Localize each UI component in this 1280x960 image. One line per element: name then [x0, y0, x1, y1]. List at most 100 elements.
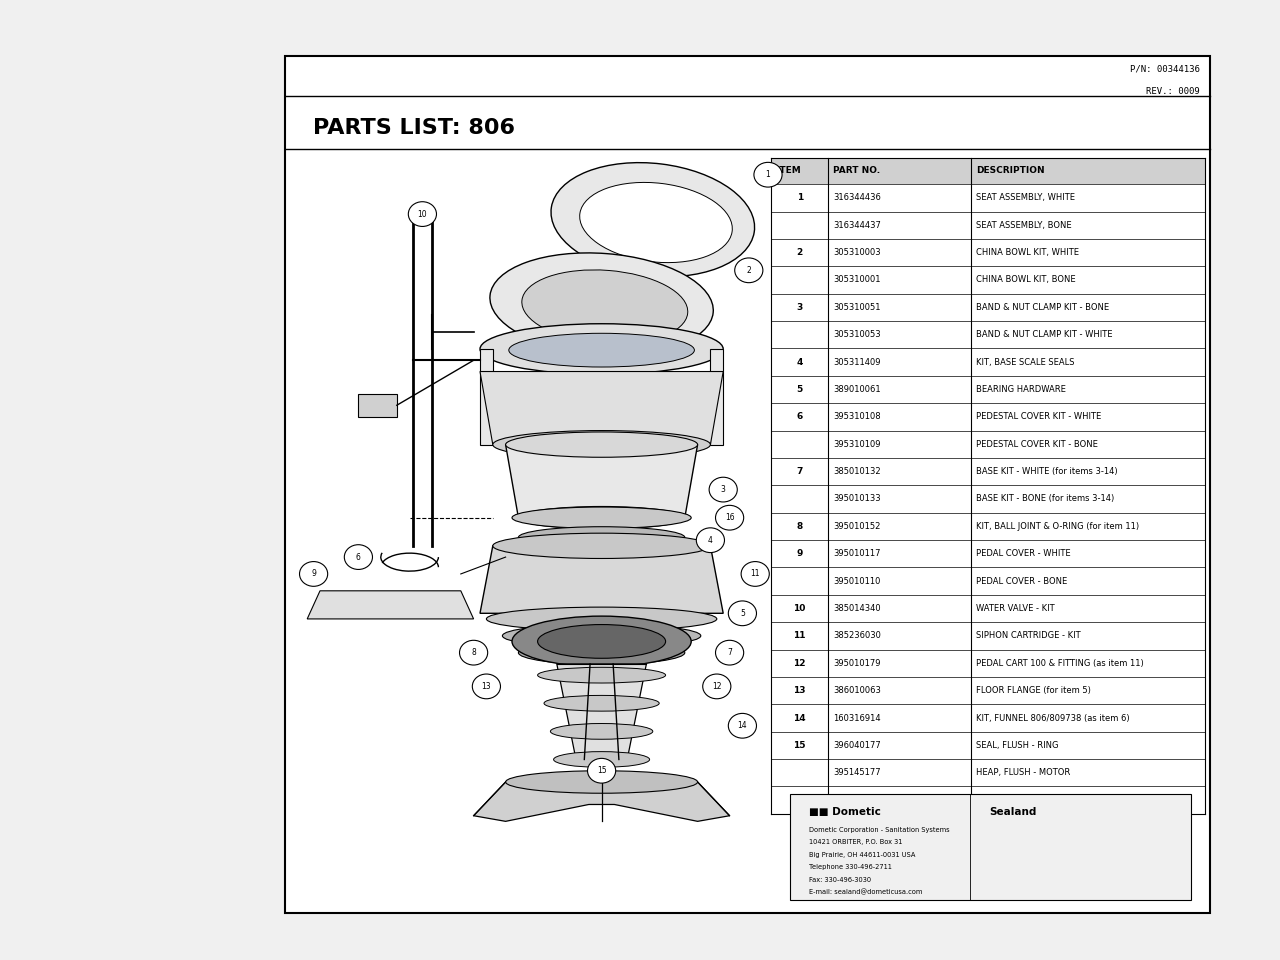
Text: 395010179: 395010179: [833, 659, 881, 668]
Text: PART NO.: PART NO.: [833, 166, 881, 176]
Text: 8: 8: [796, 522, 803, 531]
Text: WATER VALVE - KIT: WATER VALVE - KIT: [977, 604, 1055, 613]
Text: Telephone 330-496-2711: Telephone 330-496-2711: [809, 864, 892, 870]
Text: 385014340: 385014340: [833, 604, 881, 613]
Text: 389010061: 389010061: [833, 385, 881, 394]
Ellipse shape: [518, 507, 685, 529]
Text: ■■ Dometic: ■■ Dometic: [809, 806, 881, 817]
Polygon shape: [506, 444, 698, 517]
Text: 10: 10: [794, 604, 806, 613]
Text: 385236030: 385236030: [833, 632, 881, 640]
Text: SIPHON CARTRIDGE - KIT: SIPHON CARTRIDGE - KIT: [977, 632, 1080, 640]
Ellipse shape: [506, 432, 698, 457]
Ellipse shape: [512, 616, 691, 666]
Polygon shape: [710, 349, 723, 444]
Text: 4: 4: [708, 536, 713, 544]
Text: PEDAL COVER - BONE: PEDAL COVER - BONE: [977, 577, 1068, 586]
Text: E-mail: sealand@dometicusa.com: E-mail: sealand@dometicusa.com: [809, 889, 923, 896]
Text: 6: 6: [796, 413, 803, 421]
Polygon shape: [480, 349, 493, 444]
Text: PEDESTAL COVER KIT - WHITE: PEDESTAL COVER KIT - WHITE: [977, 413, 1101, 421]
Text: 316344436: 316344436: [833, 193, 881, 203]
Polygon shape: [557, 664, 646, 759]
Text: 7: 7: [727, 648, 732, 658]
Text: BASE KIT - WHITE (for items 3-14): BASE KIT - WHITE (for items 3-14): [977, 468, 1117, 476]
Text: SEAT ASSEMBLY, BONE: SEAT ASSEMBLY, BONE: [977, 221, 1071, 229]
Ellipse shape: [486, 607, 717, 631]
Text: PEDESTAL COVER KIT - BONE: PEDESTAL COVER KIT - BONE: [977, 440, 1098, 448]
Text: 14: 14: [794, 713, 806, 723]
Text: 16: 16: [794, 796, 806, 804]
Text: PARTS LIST: 806: PARTS LIST: 806: [314, 118, 516, 138]
Ellipse shape: [490, 252, 713, 355]
Circle shape: [696, 528, 724, 553]
Ellipse shape: [538, 667, 666, 683]
Ellipse shape: [550, 162, 755, 276]
Circle shape: [716, 505, 744, 530]
Text: 10: 10: [417, 209, 428, 219]
Ellipse shape: [506, 771, 698, 793]
Text: BAND & NUT CLAMP KIT - BONE: BAND & NUT CLAMP KIT - BONE: [977, 302, 1110, 312]
FancyBboxPatch shape: [284, 56, 1210, 913]
Circle shape: [754, 162, 782, 187]
Text: 8: 8: [471, 648, 476, 658]
Text: 305310051: 305310051: [833, 302, 881, 312]
Ellipse shape: [493, 533, 710, 559]
Text: 10421 ORBITER, P.O. Box 31: 10421 ORBITER, P.O. Box 31: [809, 839, 902, 846]
Text: BEARING HARDWARE: BEARING HARDWARE: [977, 385, 1066, 394]
Text: Fax: 330-496-3030: Fax: 330-496-3030: [809, 876, 872, 882]
Text: 4: 4: [796, 357, 803, 367]
Text: 395310109: 395310109: [833, 440, 881, 448]
Text: CHINA BOWL KIT, BONE: CHINA BOWL KIT, BONE: [977, 276, 1075, 284]
Text: 385010132: 385010132: [833, 468, 881, 476]
Text: 305310001: 305310001: [833, 276, 881, 284]
Bar: [771, 157, 1204, 184]
Ellipse shape: [518, 527, 685, 548]
Text: 305310053: 305310053: [833, 330, 881, 339]
Text: HEAP, FLUSH - MOTOR: HEAP, FLUSH - MOTOR: [977, 768, 1070, 778]
Text: 5: 5: [740, 609, 745, 618]
Text: 396040177: 396040177: [833, 741, 881, 750]
Text: FLOOR FLANGE (for item 5): FLOOR FLANGE (for item 5): [977, 686, 1091, 695]
Text: 13: 13: [794, 686, 806, 695]
Ellipse shape: [544, 695, 659, 711]
Circle shape: [709, 477, 737, 502]
Ellipse shape: [512, 507, 691, 528]
Text: P/N: 00344136: P/N: 00344136: [1130, 65, 1201, 74]
Polygon shape: [307, 590, 474, 619]
Ellipse shape: [522, 270, 687, 344]
Text: 305311409: 305311409: [833, 357, 881, 367]
Circle shape: [728, 713, 756, 738]
Text: 11: 11: [794, 632, 806, 640]
Text: 16: 16: [724, 514, 735, 522]
Text: 14: 14: [737, 721, 748, 731]
Text: Dometic Corporation - Sanitation Systems: Dometic Corporation - Sanitation Systems: [809, 828, 950, 833]
Text: 305310003: 305310003: [833, 248, 881, 257]
Text: BASE KIT - BONE (for items 3-14): BASE KIT - BONE (for items 3-14): [977, 494, 1115, 503]
Text: 160316914: 160316914: [833, 713, 881, 723]
Text: CHINA BOWL KIT, WHITE: CHINA BOWL KIT, WHITE: [977, 248, 1079, 257]
Text: SEAT ASSEMBLY, WHITE: SEAT ASSEMBLY, WHITE: [977, 193, 1075, 203]
Ellipse shape: [493, 431, 710, 459]
Text: SEAL, FLUSH - RING: SEAL, FLUSH - RING: [977, 741, 1059, 750]
Text: 395010117: 395010117: [833, 549, 881, 559]
Text: 13: 13: [481, 682, 492, 691]
Text: 6: 6: [356, 553, 361, 562]
Text: 395310108: 395310108: [833, 413, 881, 421]
Polygon shape: [480, 372, 723, 444]
Ellipse shape: [580, 182, 732, 263]
Text: Big Prairie, OH 44611-0031 USA: Big Prairie, OH 44611-0031 USA: [809, 852, 915, 858]
Text: 15: 15: [794, 741, 806, 750]
Ellipse shape: [538, 625, 666, 659]
Text: 11: 11: [750, 569, 760, 579]
Text: 316344437: 316344437: [833, 221, 881, 229]
Ellipse shape: [553, 752, 649, 767]
Text: 3: 3: [796, 302, 803, 312]
Text: 7: 7: [796, 468, 803, 476]
Text: VACUUM BREAKER KIT: VACUUM BREAKER KIT: [977, 796, 1070, 804]
Text: KIT, BASE SCALE SEALS: KIT, BASE SCALE SEALS: [977, 357, 1075, 367]
Bar: [358, 394, 397, 417]
Text: 386010063: 386010063: [833, 686, 881, 695]
Text: 5: 5: [796, 385, 803, 394]
Circle shape: [408, 202, 436, 227]
